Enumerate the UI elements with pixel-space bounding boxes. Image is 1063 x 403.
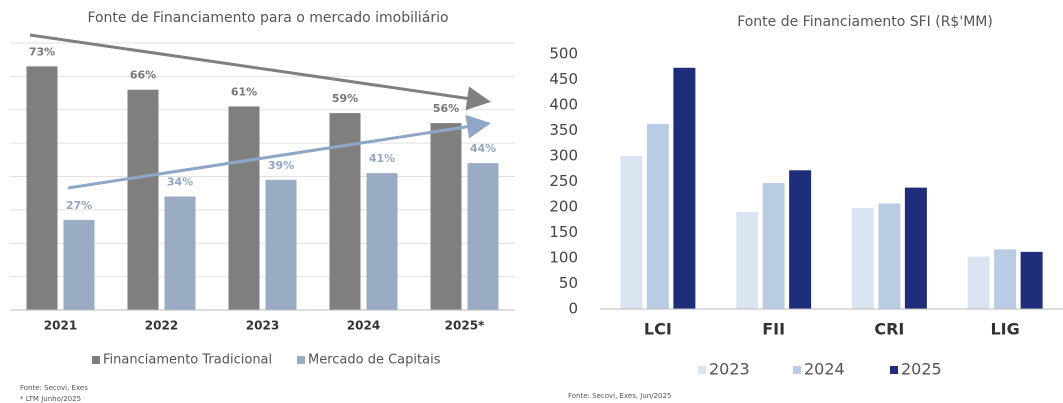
x-tick-label: LCI [644, 320, 672, 339]
bar [851, 208, 874, 309]
bar [620, 156, 643, 309]
bar [967, 256, 990, 309]
legend-label: Financiamento Tradicional [103, 353, 272, 368]
y-tick-label: 200 [549, 198, 578, 216]
x-tick-label: CRI [874, 320, 904, 339]
bar [265, 179, 297, 310]
trend-arrow [67, 114, 491, 190]
plots: Fonte de Financiamento para o mercado im… [10, 10, 1063, 403]
data-label: 59% [332, 92, 358, 105]
footnote: Fonte: Secovi, Exes, Jun/2025 [568, 392, 671, 400]
legend-label: 2023 [709, 360, 750, 379]
data-label: 66% [130, 69, 156, 82]
legend-swatch [297, 356, 305, 364]
y-tick-label: 350 [549, 121, 578, 139]
bar [467, 163, 499, 310]
data-label: 56% [433, 102, 459, 115]
legend-label: Mercado de Capitais [308, 353, 441, 368]
trend-arrow [29, 33, 491, 111]
y-tick-label: 50 [559, 274, 578, 292]
data-label: 34% [167, 176, 193, 189]
bar [762, 183, 785, 309]
bar [994, 249, 1017, 309]
data-label: 73% [29, 45, 55, 58]
x-tick-label: 2025* [445, 319, 485, 333]
bar [904, 187, 927, 309]
legend-swatch [698, 366, 706, 374]
bar [736, 212, 759, 309]
bar [127, 89, 159, 310]
x-tick-label: 2022 [145, 319, 178, 333]
legend-label: 2025 [901, 360, 942, 379]
data-label: 44% [470, 142, 496, 155]
bar [1020, 251, 1043, 309]
bar [878, 203, 901, 309]
bar [673, 67, 696, 310]
y-tick-label: 150 [549, 223, 578, 241]
bar [26, 66, 58, 310]
bar [63, 219, 95, 310]
y-tick-label: 300 [549, 147, 578, 165]
data-label: 41% [369, 152, 395, 165]
x-tick-label: 2023 [246, 319, 279, 333]
y-tick-label: 450 [549, 70, 578, 88]
footnote: Fonte: Secovi, Exes [20, 384, 88, 392]
x-tick-label: FII [762, 320, 785, 339]
legend-swatch [890, 366, 898, 374]
y-tick-label: 0 [568, 300, 578, 318]
bar [789, 170, 812, 309]
y-tick-label: 100 [549, 249, 578, 267]
y-tick-label: 400 [549, 96, 578, 114]
legend-swatch [793, 366, 801, 374]
legend-swatch [92, 356, 100, 364]
bar [164, 196, 196, 310]
x-tick-label: 2024 [347, 319, 380, 333]
footnote: * LTM Junho/2025 [20, 395, 81, 403]
x-tick-label: LIG [990, 320, 1019, 339]
data-label: 61% [231, 85, 257, 98]
bar [366, 173, 398, 310]
chart-title: Fonte de Financiamento para o mercado im… [87, 10, 448, 26]
data-label: 27% [66, 199, 92, 212]
y-tick-label: 250 [549, 172, 578, 190]
chart-title: Fonte de Financiamento SFI (R$'MM) [737, 14, 993, 30]
bar [430, 123, 462, 310]
legend-label: 2024 [804, 360, 845, 379]
bar [646, 123, 669, 310]
bar [228, 106, 260, 310]
y-tick-label: 500 [549, 45, 578, 63]
x-tick-label: 2021 [44, 319, 77, 333]
data-label: 39% [268, 159, 294, 172]
